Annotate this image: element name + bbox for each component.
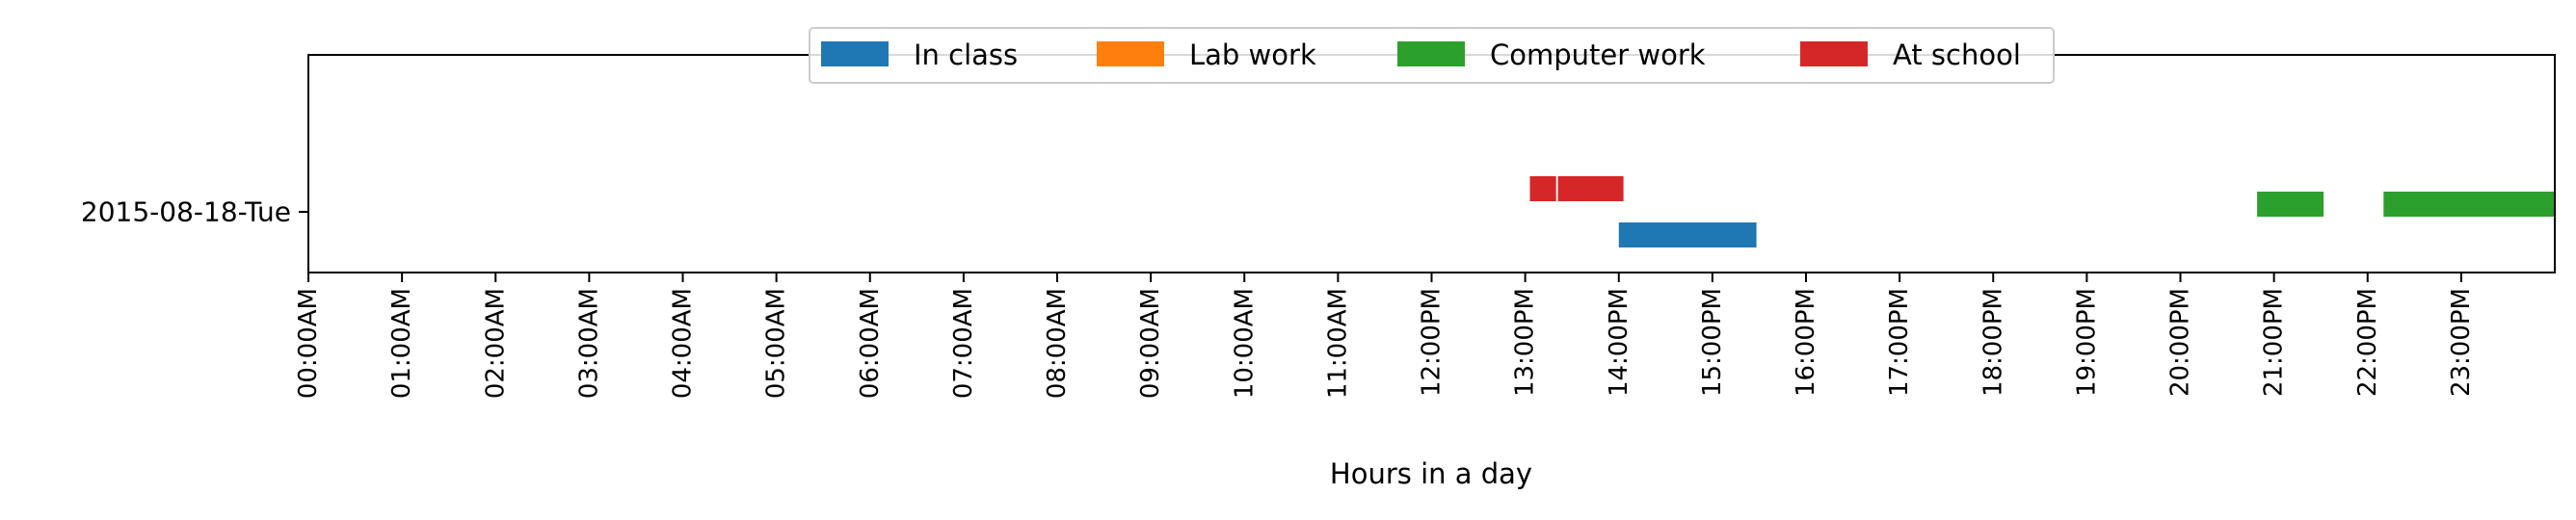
x-tick-label: 01:00AM [387, 288, 416, 399]
legend-label-lab-work: Lab work [1189, 39, 1316, 71]
x-tick-label: 10:00AM [1230, 288, 1259, 399]
legend-label-at-school: At school [1893, 39, 2021, 71]
x-tick-label: 13:00PM [1511, 288, 1540, 397]
x-tick-label: 23:00PM [2447, 288, 2476, 397]
x-tick-label: 22:00PM [2353, 288, 2382, 397]
legend-swatch-computer-work [1397, 41, 1465, 66]
x-tick-label: 02:00AM [481, 288, 510, 399]
legend-swatch-in-class [821, 41, 889, 66]
x-tick-label: 06:00AM [856, 288, 885, 399]
x-tick-label: 20:00PM [2166, 288, 2195, 397]
x-tick-label: 00:00AM [294, 288, 323, 399]
x-tick-label: 04:00AM [669, 288, 698, 399]
legend-label-computer-work: Computer work [1490, 39, 1706, 71]
legend-swatch-lab-work [1097, 41, 1164, 66]
x-axis: 00:00AM 01:00AM 02:00AM 03:00AM 04:00AM 05:00… [294, 273, 2476, 399]
x-tick-label: 08:00AM [1043, 288, 1072, 399]
x-tick-label: 15:00PM [1698, 288, 1727, 397]
plot-frame [307, 54, 2556, 273]
x-tick-label: 05:00AM [762, 288, 791, 399]
bar-computer-work-1 [2383, 192, 2555, 217]
x-tick-label: 21:00PM [2260, 288, 2289, 397]
x-tick-label: 14:00PM [1605, 288, 1633, 397]
y-axis: 2015-08-18-Tue [81, 196, 308, 228]
y-tick-label: 2015-08-18-Tue [81, 196, 291, 228]
legend-swatch-at-school [1800, 41, 1868, 66]
x-tick-label: 03:00AM [574, 288, 603, 399]
x-tick-label: 07:00AM [949, 288, 978, 399]
bar-computer-work-0 [2257, 192, 2324, 217]
x-tick-label: 16:00PM [1792, 288, 1820, 397]
bars-layer [1529, 176, 2555, 247]
x-tick-label: 17:00PM [1885, 288, 1914, 397]
x-axis-title: Hours in a day [1330, 457, 1532, 490]
x-tick-label: 18:00PM [1978, 288, 2007, 397]
bar-in-class-0 [1618, 222, 1757, 247]
legend: In class Lab work Computer work At school [809, 27, 2055, 84]
x-tick-label: 12:00PM [1418, 288, 1447, 397]
x-tick-label: 09:00AM [1136, 288, 1165, 399]
x-tick-label: 11:00AM [1323, 288, 1352, 399]
bar-at-school-1 [1557, 176, 1624, 201]
x-tick-label: 19:00PM [2072, 288, 2101, 397]
legend-label-in-class: In class [914, 39, 1018, 71]
bar-at-school-0 [1529, 176, 1556, 201]
